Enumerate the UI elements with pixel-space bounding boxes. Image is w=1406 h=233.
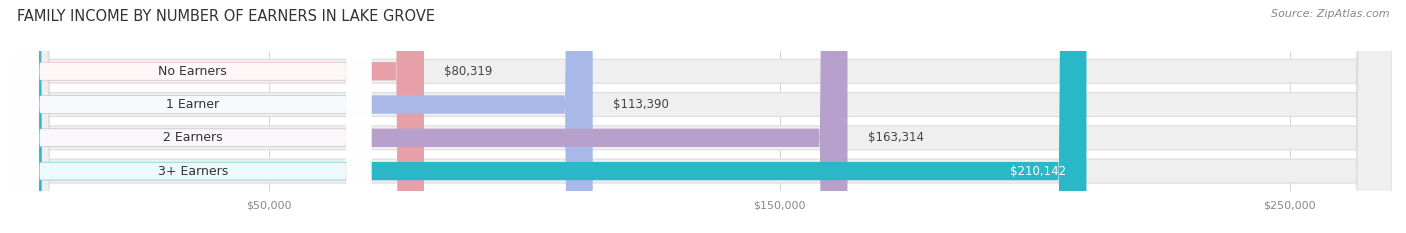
FancyBboxPatch shape — [14, 0, 1392, 233]
Text: $80,319: $80,319 — [444, 65, 492, 78]
Text: 1 Earner: 1 Earner — [166, 98, 219, 111]
FancyBboxPatch shape — [14, 0, 371, 233]
FancyBboxPatch shape — [14, 0, 371, 233]
Text: $210,142: $210,142 — [1010, 164, 1066, 178]
Text: $113,390: $113,390 — [613, 98, 669, 111]
FancyBboxPatch shape — [14, 0, 371, 233]
FancyBboxPatch shape — [14, 0, 848, 233]
FancyBboxPatch shape — [14, 0, 1392, 233]
Text: FAMILY INCOME BY NUMBER OF EARNERS IN LAKE GROVE: FAMILY INCOME BY NUMBER OF EARNERS IN LA… — [17, 9, 434, 24]
FancyBboxPatch shape — [14, 0, 371, 233]
FancyBboxPatch shape — [14, 0, 1087, 233]
FancyBboxPatch shape — [14, 0, 425, 233]
Text: Source: ZipAtlas.com: Source: ZipAtlas.com — [1271, 9, 1389, 19]
Text: 3+ Earners: 3+ Earners — [157, 164, 228, 178]
FancyBboxPatch shape — [14, 0, 1392, 233]
Text: $163,314: $163,314 — [868, 131, 924, 144]
Text: 2 Earners: 2 Earners — [163, 131, 222, 144]
FancyBboxPatch shape — [14, 0, 593, 233]
Text: No Earners: No Earners — [159, 65, 226, 78]
FancyBboxPatch shape — [14, 0, 1392, 233]
